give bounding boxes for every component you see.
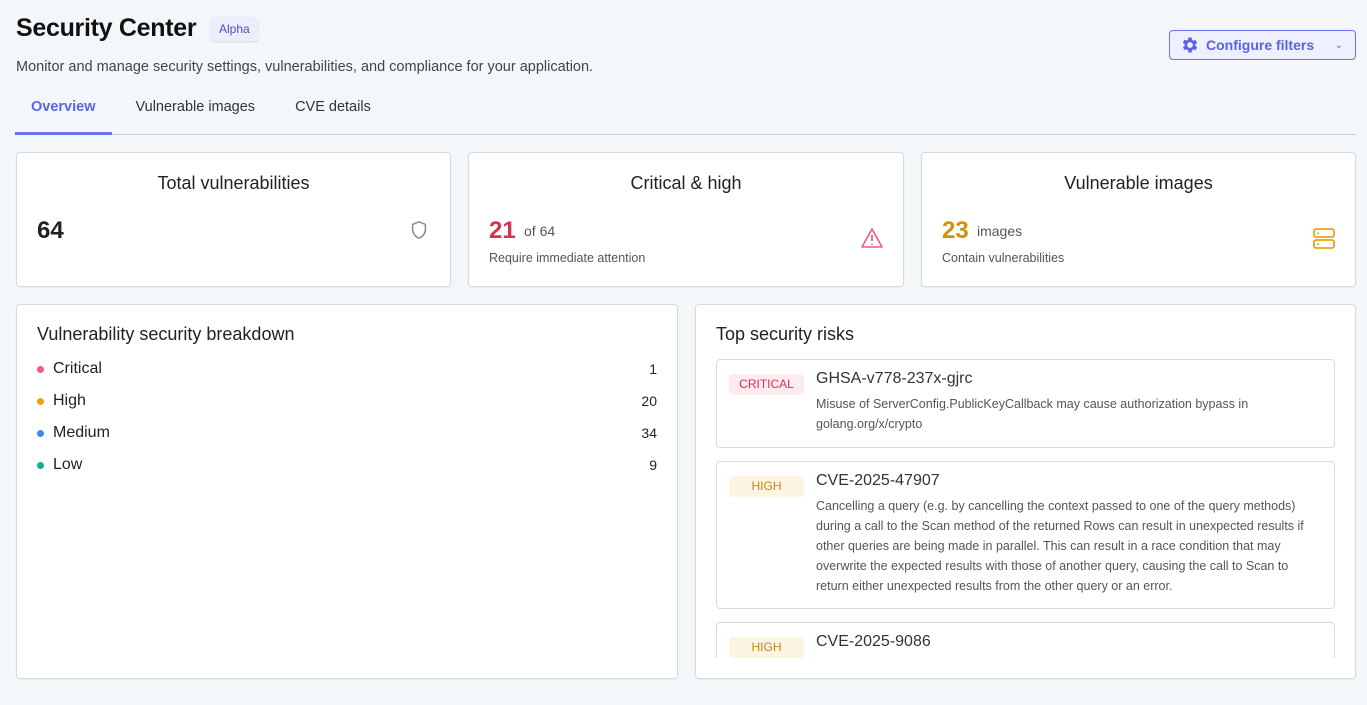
severity-dot-icon [37,397,44,405]
server-icon [1313,228,1335,249]
risk-item[interactable]: HIGH CVE-2025-9086 [716,622,1335,658]
tab-overview[interactable]: Overview [15,92,112,135]
risk-id[interactable]: CVE-2025-47907 [816,472,940,489]
gear-icon [1182,37,1198,53]
tab-cve-details[interactable]: CVE details [295,99,371,115]
alpha-badge: Alpha [211,17,258,41]
risk-description: Cancelling a query (e.g. by cancelling t… [816,499,1304,593]
breakdown-row-critical: Critical 1 [37,357,657,381]
card-title: Total vulnerabilities [157,173,310,193]
severity-count: 20 [641,393,657,409]
vulnerable-images-note: Contain vulnerabilities [942,251,1065,265]
critical-high-value: 21 [489,217,516,244]
page-title: Security Center [16,14,197,42]
severity-label: Low [53,456,83,473]
severity-label: Medium [53,424,110,441]
severity-label: Critical [53,360,102,377]
total-value: 64 [37,217,64,244]
vulnerable-images-value: 23 [942,217,969,244]
severity-dot-icon [37,429,44,437]
card-title: Critical & high [630,173,742,193]
breakdown-title: Vulnerability security breakdown [37,324,295,344]
severity-badge: HIGH [729,476,804,497]
warning-icon [861,228,883,248]
severity-badge: CRITICAL [729,374,804,395]
shield-icon [411,220,427,240]
severity-label: High [53,392,86,409]
critical-high-card: Critical & high 21 of 64 Require immedia… [468,152,904,287]
severity-count: 9 [649,457,657,473]
critical-high-of: of 64 [524,223,556,239]
risk-item[interactable]: CRITICAL GHSA-v778-237x-gjrc Misuse of Ser… [716,359,1335,448]
tab-vulnerable-images[interactable]: Vulnerable images [135,99,256,115]
vulnerable-images-unit: images [977,223,1023,239]
breakdown-row-low: Low 9 [37,453,657,477]
configure-filters-button[interactable]: Configure filters ⌄ [1169,30,1356,60]
critical-high-note: Require immediate attention [489,251,646,265]
configure-filters-label: Configure filters [1206,37,1315,53]
risk-item[interactable]: HIGH CVE-2025-47907 Cancelling a query (e.… [716,461,1335,609]
breakdown-row-medium: Medium 34 [37,421,657,445]
severity-count: 1 [649,361,657,377]
top-risks-title: Top security risks [716,324,855,344]
chevron-down-icon: ⌄ [1334,39,1343,51]
vulnerable-images-card: Vulnerable images 23 images Contain vuln… [921,152,1356,287]
risk-id[interactable]: GHSA-v778-237x-gjrc [816,370,973,387]
tab-bar: Overview Vulnerable images CVE details [15,92,1356,135]
severity-dot-icon [37,461,44,469]
page-subtitle: Monitor and manage security settings, vu… [16,59,594,75]
severity-count: 34 [641,425,657,441]
card-title: Vulnerable images [1064,173,1213,193]
severity-badge: HIGH [729,637,804,658]
breakdown-panel: Vulnerability security breakdown Critica… [16,304,678,679]
top-risks-panel: Top security risks CRITICAL GHSA-v778-237… [695,304,1356,679]
risk-list[interactable]: CRITICAL GHSA-v778-237x-gjrc Misuse of Ser… [716,359,1335,658]
severity-dot-icon [37,365,44,373]
risk-id[interactable]: CVE-2025-9086 [816,633,931,650]
breakdown-row-high: High 20 [37,389,657,413]
total-vulnerabilities-card: Total vulnerabilities 64 [16,152,451,287]
risk-description: Misuse of ServerConfig.PublicKeyCallback… [816,397,1249,431]
